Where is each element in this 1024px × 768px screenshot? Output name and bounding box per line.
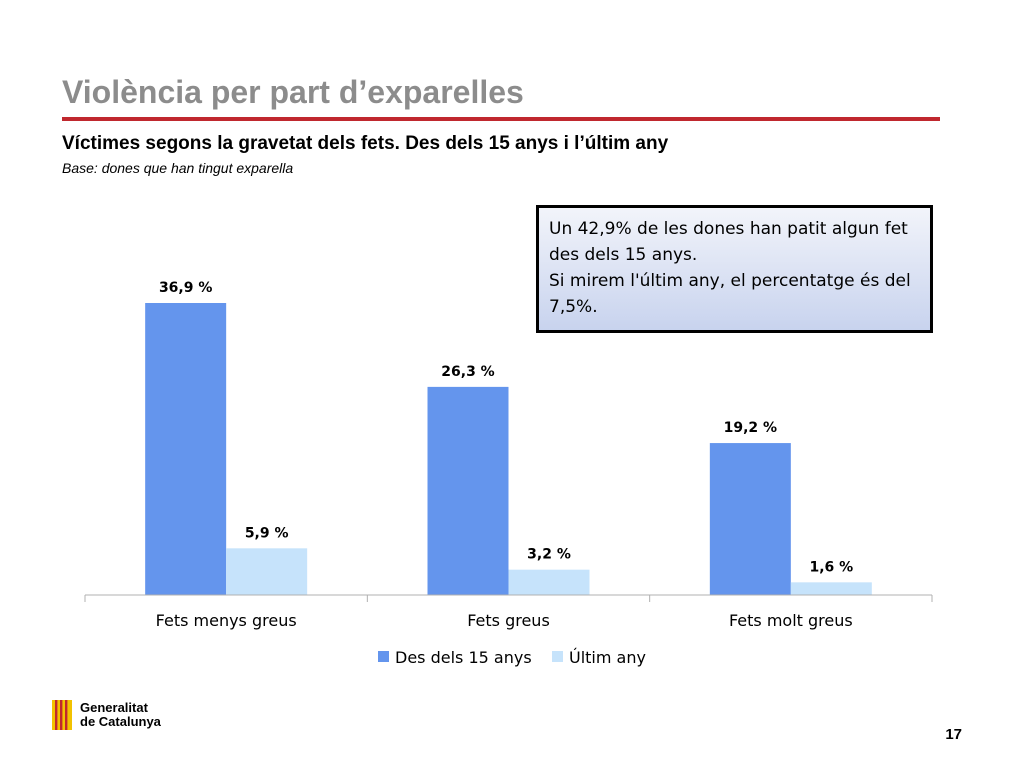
chart-subtitle: Víctimes segons la gravetat dels fets. D… bbox=[62, 133, 669, 154]
page-number: 17 bbox=[945, 726, 962, 743]
callout-text-line-2: Si mirem l'últim any, el percentatge és … bbox=[549, 271, 911, 317]
title-divider bbox=[62, 117, 940, 121]
bar-chart: 36,9 % 26,3 % 19,2 % 5,9 % 3,2 % 1,6 % Fets me… bbox=[84, 280, 933, 667]
legend-swatch-1 bbox=[378, 651, 389, 662]
bar-series-2-1 bbox=[226, 548, 308, 595]
slide-title: Violència per part d’exparelles bbox=[62, 74, 524, 110]
logo-line-2: de Catalunya bbox=[80, 714, 161, 729]
category-label-3: Fets molt greus bbox=[729, 611, 853, 630]
logo-line-1: Generalitat bbox=[80, 700, 148, 715]
data-label-series-1-3: 19,2 % bbox=[724, 420, 777, 436]
bar-series-1-3 bbox=[709, 443, 791, 595]
generalitat-logo: Generalitat de Catalunya bbox=[52, 700, 161, 730]
base-note: Base: dones que han tingut exparella bbox=[62, 160, 294, 176]
summary-callout: Un 42,9% de les dones han patit algun fe… bbox=[536, 205, 933, 333]
bar-series-1-2 bbox=[427, 386, 509, 595]
bar-series-1-1 bbox=[145, 303, 227, 595]
callout-text-line-1: Un 42,9% de les dones han patit algun fe… bbox=[549, 219, 908, 265]
category-label-1: Fets menys greus bbox=[156, 611, 297, 630]
bar-series-2-3 bbox=[790, 582, 872, 595]
legend-label-1: Des dels 15 anys bbox=[395, 648, 532, 667]
category-label-2: Fets greus bbox=[467, 611, 550, 630]
legend-swatch-2 bbox=[552, 651, 563, 662]
data-label-series-1-2: 26,3 % bbox=[441, 364, 494, 380]
legend-label-2: Últim any bbox=[569, 648, 646, 667]
data-label-series-2-1: 5,9 % bbox=[245, 525, 289, 541]
data-label-series-1-1: 36,9 % bbox=[159, 280, 212, 296]
senyera-icon bbox=[52, 700, 72, 730]
data-label-series-2-3: 1,6 % bbox=[809, 559, 853, 575]
bar-series-2-2 bbox=[508, 569, 590, 595]
data-label-series-2-2: 3,2 % bbox=[527, 547, 571, 563]
